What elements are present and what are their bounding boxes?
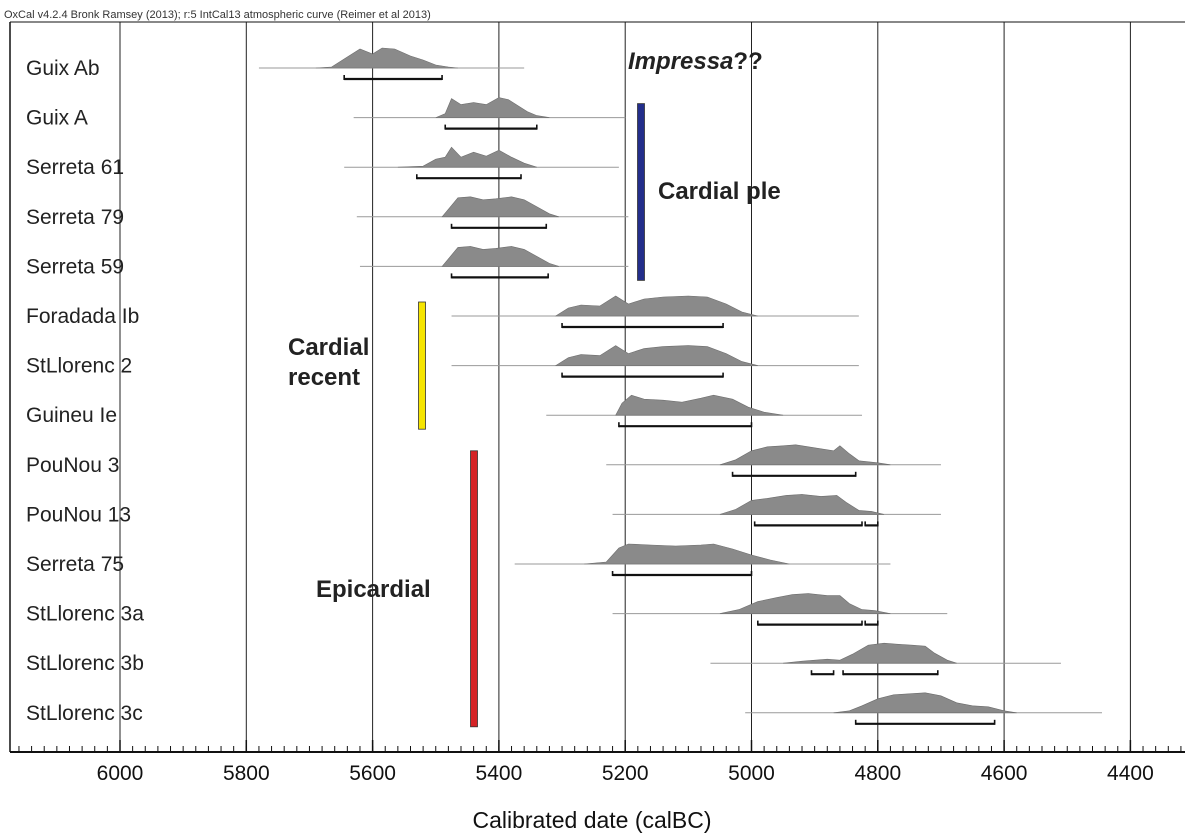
probability-distribution (441, 246, 559, 267)
sample-row: Serreta 75 (26, 543, 891, 577)
phase-bar-cardial (418, 301, 426, 430)
tick-label-5200: 5200 (602, 762, 649, 785)
sample-label: StLlorenc 3c (26, 702, 143, 725)
range-bracket (343, 75, 443, 81)
sample-label: Serreta 59 (26, 255, 124, 278)
range-bracket (864, 620, 879, 626)
sample-row: Serreta 61 (26, 146, 619, 180)
range-bracket (842, 670, 939, 676)
range-bracket (757, 620, 863, 626)
probability-distribution (719, 593, 891, 614)
annot-cardial-recent-line2: recent (288, 364, 360, 391)
probability-distribution (615, 394, 784, 416)
sample-label: Guix Ab (26, 57, 100, 80)
range-bracket (753, 521, 863, 527)
sample-label: Serreta 75 (26, 553, 124, 576)
phase-bars (418, 103, 645, 728)
sample-label: StLlorenc 3b (26, 652, 144, 675)
range-bracket (618, 422, 753, 428)
sample-label: Serreta 61 (26, 156, 124, 179)
header-text: OxCal v4.2.4 Bronk Ramsey (2013); r:5 In… (4, 9, 431, 21)
probability-distribution (397, 146, 537, 168)
tick-label-4800: 4800 (854, 762, 901, 785)
annot-cardial-ple: Cardial ple (658, 178, 781, 205)
annot-epicardial: Epicardial (316, 576, 431, 603)
range-bracket (561, 323, 724, 329)
annot-impressa: Impressa?? (628, 48, 763, 75)
sample-row: Guineu Ie (26, 394, 863, 428)
probability-distribution (554, 295, 758, 317)
x-axis-minor-ticks (18, 746, 1182, 752)
range-bracket (810, 670, 835, 676)
sample-label: PouNou 13 (26, 503, 131, 526)
probability-distribution (315, 47, 458, 69)
x-axis-title: Calibrated date (calBC) (472, 807, 711, 833)
tick-label-5800: 5800 (223, 762, 270, 785)
tick-label-6000: 6000 (97, 762, 144, 785)
probability-distribution (833, 692, 1017, 714)
sample-row: PouNou 3 (26, 444, 941, 477)
range-bracket (561, 372, 724, 378)
probability-distribution (441, 196, 559, 218)
sample-row: Guix Ab (26, 47, 525, 81)
x-axis-tick-labels: 6000 5800 5600 5400 5200 5000 4800 4600 4400 (97, 762, 1154, 785)
probability-distribution (554, 345, 758, 366)
sample-label: Foradada Ib (26, 305, 139, 328)
sample-row: StLlorenc 3c (26, 692, 1102, 725)
tick-label-5400: 5400 (476, 762, 523, 785)
tick-label-4400: 4400 (1107, 762, 1154, 785)
probability-distribution (719, 494, 885, 515)
tick-label-5600: 5600 (349, 762, 396, 785)
range-bracket (450, 273, 549, 279)
probability-distribution (783, 642, 957, 664)
sample-label: StLlorenc 3a (26, 603, 144, 626)
sample-label: StLlorenc 2 (26, 355, 132, 378)
probability-distribution (435, 97, 550, 118)
sample-row: PouNou 13 (26, 494, 941, 527)
range-bracket (731, 471, 857, 477)
annot-cardial-recent-line1: Cardial (288, 334, 369, 361)
sample-label: Serreta 79 (26, 206, 124, 229)
sample-row: Serreta 59 (26, 246, 629, 279)
sample-row: Foradada Ib (26, 295, 859, 329)
range-bracket (864, 521, 879, 527)
sample-label: Guineu Ie (26, 404, 117, 427)
sample-row: Serreta 79 (26, 196, 629, 229)
tick-label-5000: 5000 (728, 762, 775, 785)
range-bracket (444, 124, 538, 130)
grid-lines (119, 22, 1132, 752)
range-bracket (416, 174, 522, 180)
probability-distribution (719, 444, 891, 466)
range-bracket (450, 223, 548, 229)
range-bracket (611, 571, 753, 577)
phase-bar-epicardial (470, 450, 478, 728)
range-bracket (854, 719, 996, 725)
phase-bar-cardial-ple (637, 103, 645, 281)
sample-label: PouNou 3 (26, 454, 119, 477)
sample-row: Guix A (26, 97, 626, 130)
sample-label: Guix A (26, 107, 88, 130)
sample-row: StLlorenc 3a (26, 593, 948, 626)
tick-label-4600: 4600 (981, 762, 1028, 785)
probability-distribution (584, 543, 790, 565)
sample-row: StLlorenc 2 (26, 345, 859, 378)
sample-row: StLlorenc 3b (26, 642, 1061, 676)
sample-rows: Guix Ab Guix A Serreta 61 Serreta 79 Serreta… (26, 47, 1102, 725)
